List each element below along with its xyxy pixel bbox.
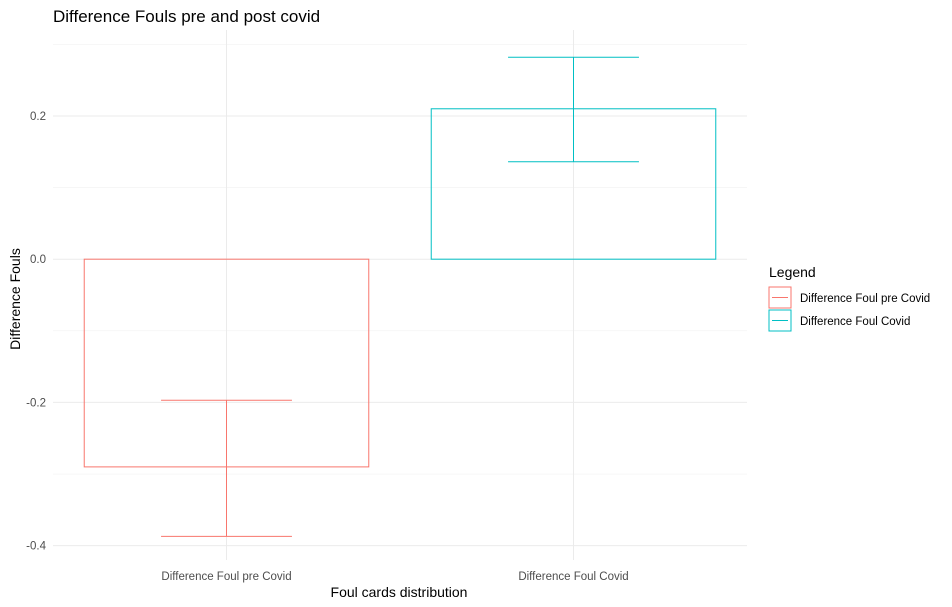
legend-key — [768, 286, 792, 309]
chart-title: Difference Fouls pre and post covid — [53, 7, 320, 26]
y-axis-ticks: -0.4 -0.2 0.0 0.2 — [26, 111, 46, 553]
x-axis-title: Foul cards distribution — [331, 584, 468, 600]
y-tick-label: 0.2 — [30, 111, 46, 123]
legend-title: Legend — [769, 264, 816, 280]
x-axis-ticks: Difference Foul pre Covid Difference Foul… — [161, 571, 628, 583]
error-bar — [508, 56, 639, 163]
error-bar — [161, 399, 292, 537]
x-tick-label: Difference Foul pre Covid — [161, 571, 291, 583]
bars — [83, 108, 717, 468]
legend-label: Difference Foul Covid — [800, 316, 910, 328]
grid — [53, 30, 747, 560]
legend: Legend Difference Foul pre Covid Differen… — [768, 264, 930, 332]
y-axis-title: Difference Fouls — [7, 248, 23, 350]
legend-label: Difference Foul pre Covid — [800, 293, 930, 305]
legend-item: Difference Foul pre Covid — [768, 286, 930, 309]
y-tick-label: 0.0 — [30, 254, 46, 266]
error-bars — [161, 56, 639, 537]
x-tick-label: Difference Foul Covid — [518, 571, 628, 583]
legend-item: Difference Foul Covid — [768, 309, 910, 332]
legend-key — [768, 309, 792, 332]
y-tick-label: -0.2 — [26, 397, 46, 409]
y-tick-label: -0.4 — [26, 541, 46, 553]
